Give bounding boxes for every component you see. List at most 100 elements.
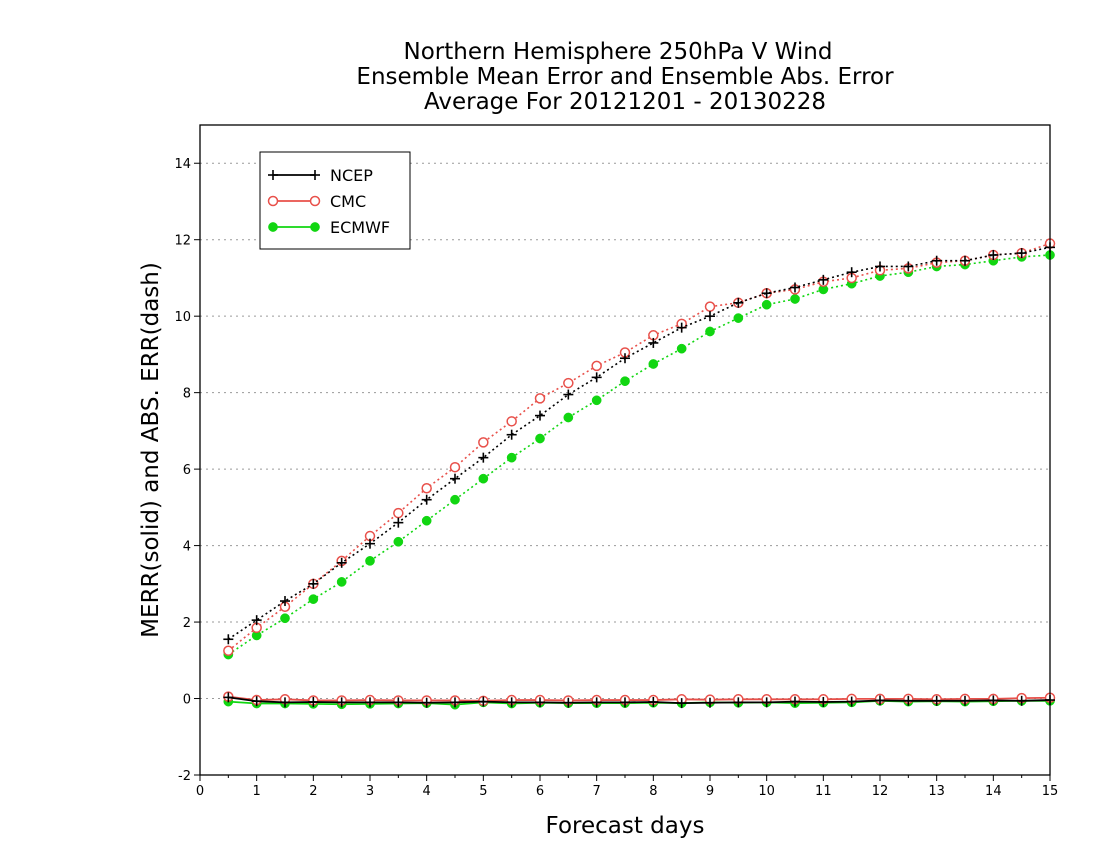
point-ncep-mean-17 <box>705 697 715 708</box>
point-ncep-abs-9 <box>478 452 489 463</box>
y-tick-label-3: 4 <box>183 540 191 555</box>
chart-title-line-3: Average For 20121201 - 20130228 <box>424 89 826 115</box>
x-tick-label-12: 12 <box>872 784 889 799</box>
point-ncep-abs-4 <box>336 557 347 568</box>
legend-item-ecmwf: ECMWF <box>268 218 390 237</box>
point-ncep-mean-20 <box>790 696 800 707</box>
point-ncep-mean-16 <box>676 698 687 709</box>
point-ecmwf-abs-3 <box>308 594 319 604</box>
x-tick-label-5: 5 <box>479 784 487 799</box>
point-ecmwf-abs-12 <box>563 412 574 423</box>
point-ncep-mean-18 <box>733 697 744 708</box>
x-tick-label-4: 4 <box>423 784 431 799</box>
series-ncep-abs-error <box>223 242 1055 645</box>
x-axis-title: Forecast days <box>546 813 705 839</box>
point-ncep-abs-14 <box>620 353 630 364</box>
y-tick-label-5: 8 <box>183 387 191 402</box>
y-tick-label-2: 2 <box>183 616 191 631</box>
x-tick-label-6: 6 <box>536 784 544 799</box>
point-ncep-abs-23 <box>875 261 885 272</box>
point-ncep-mean-19 <box>761 697 772 708</box>
x-tick-label-3: 3 <box>366 784 374 799</box>
point-ncep-abs-24 <box>903 261 914 272</box>
legend-swatch-ncep <box>268 170 320 180</box>
point-ncep-abs-6 <box>393 517 404 528</box>
point-ncep-mean-25 <box>931 695 942 706</box>
point-ecmwf-abs-10 <box>506 452 517 463</box>
series-ecmwf-abs-error <box>223 250 1055 660</box>
point-ecmwf-abs-20 <box>790 294 800 304</box>
legend-label-ncep: NCEP <box>330 166 373 185</box>
point-ncep-mean-1 <box>251 696 262 707</box>
point-ncep-mean-9 <box>478 696 489 707</box>
point-ncep-abs-1 <box>251 615 262 626</box>
point-ecmwf-abs-4 <box>336 577 347 587</box>
chart-title: Northern Hemisphere 250hPa V Wind Ensemb… <box>356 39 894 115</box>
y-tick-label-8: 14 <box>174 157 191 172</box>
point-ecmwf-abs-2 <box>280 613 290 624</box>
point-ecmwf-abs-18 <box>733 313 744 323</box>
point-cmc-abs-9 <box>478 437 489 448</box>
x-tick-label-15: 15 <box>1042 784 1059 799</box>
point-ncep-mean-4 <box>336 697 347 708</box>
point-ncep-mean-24 <box>903 695 914 706</box>
point-cmc-abs-6 <box>393 507 404 519</box>
point-cmc-abs-0 <box>223 645 234 656</box>
y-axis-title: MERR(solid) and ABS. ERR(dash) <box>138 262 164 638</box>
point-ncep-abs-19 <box>761 288 772 299</box>
point-ncep-abs-18 <box>733 297 744 308</box>
legend-item-ncep: NCEP <box>268 166 373 185</box>
legend-label-cmc: CMC <box>330 192 366 211</box>
chart-title-line-2: Ensemble Mean Error and Ensemble Abs. Er… <box>356 64 894 90</box>
point-ncep-abs-28 <box>1016 248 1027 259</box>
point-ncep-abs-21 <box>818 274 829 285</box>
point-ncep-mean-23 <box>875 695 885 706</box>
point-ecmwf-abs-8 <box>450 494 460 505</box>
point-cmc-abs-12 <box>563 377 574 389</box>
y-tick-label-6: 10 <box>174 310 191 325</box>
series-layer <box>223 238 1056 710</box>
point-cmc-abs-10 <box>506 416 517 427</box>
point-ncep-mean-6 <box>393 697 404 708</box>
point-ncep-mean-28 <box>1016 695 1027 706</box>
x-tick-label-13: 13 <box>928 784 945 799</box>
point-cmc-abs-17 <box>704 301 716 312</box>
point-ncep-mean-3 <box>308 696 319 707</box>
line-ncep-abs-error <box>227 246 1051 640</box>
point-ncep-mean-13 <box>591 697 602 708</box>
point-ncep-abs-13 <box>591 372 602 383</box>
legend-label-ecmwf: ECMWF <box>330 218 390 237</box>
point-ncep-abs-11 <box>535 410 545 421</box>
y-tick-label-1: 0 <box>183 693 191 708</box>
x-tick-label-7: 7 <box>593 784 601 799</box>
x-tick-label-14: 14 <box>985 784 1002 799</box>
legend-swatch-cmc <box>267 195 321 207</box>
y-tick-label-4: 6 <box>183 463 191 478</box>
x-tick-label-11: 11 <box>815 784 832 799</box>
point-ncep-mean-12 <box>563 697 574 708</box>
line-cmc-abs-error <box>227 242 1051 652</box>
x-tick-label-0: 0 <box>196 784 204 799</box>
legend: NCEP CMC ECMWF <box>259 151 411 250</box>
point-ncep-abs-2 <box>280 596 290 607</box>
point-ncep-mean-27 <box>988 695 999 706</box>
point-ncep-abs-20 <box>790 282 800 293</box>
chart-title-line-1: Northern Hemisphere 250hPa V Wind <box>404 39 833 65</box>
legend-item-cmc: CMC <box>267 192 366 211</box>
point-ncep-abs-12 <box>563 389 574 400</box>
point-ncep-mean-0 <box>223 692 234 703</box>
point-ncep-mean-21 <box>818 696 829 707</box>
point-ncep-abs-5 <box>365 538 375 549</box>
point-cmc-abs-8 <box>449 461 461 473</box>
point-ncep-abs-0 <box>223 634 234 645</box>
point-ncep-abs-10 <box>506 429 517 440</box>
point-ecmwf-abs-16 <box>676 343 687 354</box>
legend-swatch-ecmwf <box>268 222 320 232</box>
point-ncep-mean-5 <box>365 697 375 708</box>
point-cmc-abs-7 <box>421 482 432 494</box>
point-ncep-abs-17 <box>705 311 715 322</box>
point-ecmwf-abs-13 <box>591 395 602 406</box>
point-ncep-abs-27 <box>988 250 999 260</box>
